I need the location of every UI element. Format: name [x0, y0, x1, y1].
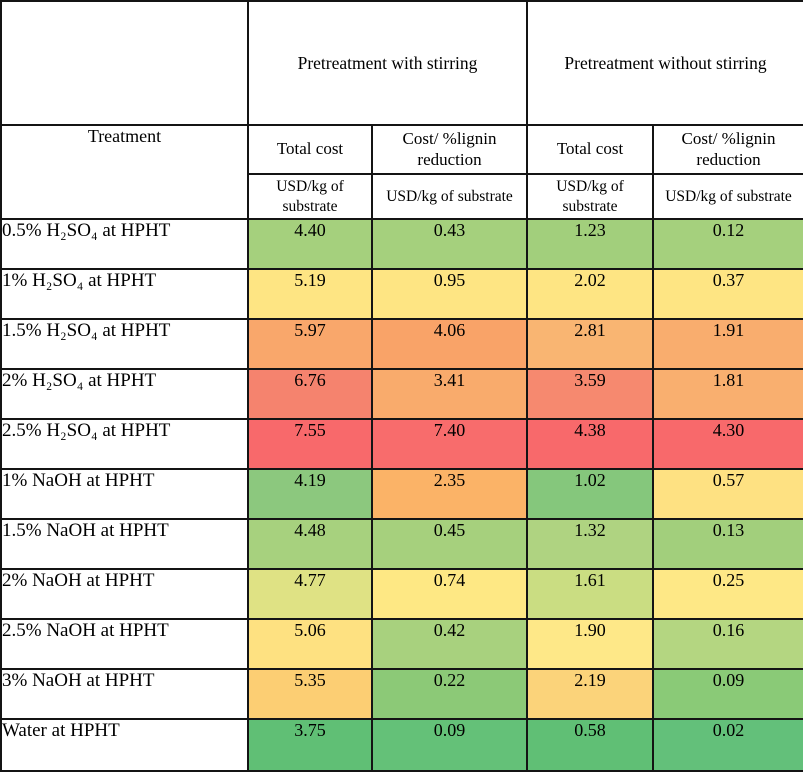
group-header-with-stirring-label: Pretreatment with stirring	[297, 52, 478, 73]
treatment-row-label: 1% H₂SO₄ at HPHT	[0, 268, 249, 320]
cost-cell: 0.16	[652, 618, 803, 670]
cost-cell: 7.55	[247, 418, 373, 470]
table-row: 1% H₂SO₄ at HPHT 5.19 0.95 2.02 0.37	[0, 268, 803, 320]
cost-cell: 0.22	[370, 668, 529, 720]
cost-cell: 5.97	[247, 318, 373, 370]
table-row: 1% NaOH at HPHT 4.19 2.35 1.02 0.57	[0, 468, 803, 520]
cost-cell: 0.45	[370, 518, 529, 570]
treatment-row-label: 2.5% NaOH at HPHT	[0, 618, 249, 670]
cost-cell: 1.23	[526, 218, 655, 270]
cost-cell: 0.95	[370, 268, 529, 320]
treatment-row-label: 2% H₂SO₄ at HPHT	[0, 368, 249, 420]
cost-cell: 1.81	[652, 368, 803, 420]
cost-cell: 0.37	[652, 268, 803, 320]
cost-cell: 0.58	[526, 718, 655, 772]
unit-header-row: USD/kg of substrate USD/kg of substrate …	[1, 173, 803, 220]
unit-header-total-cost-stirring: USD/kg of substrate	[247, 173, 373, 220]
column-header-cost-lignin-stirring: Cost/ %lignin reduction	[370, 124, 529, 175]
cost-cell: 3.59	[526, 368, 655, 420]
table-row: 2% H₂SO₄ at HPHT 6.76 3.41 3.59 1.81	[0, 368, 803, 420]
cost-cell: 0.74	[370, 568, 529, 620]
cost-cell: 4.19	[247, 468, 373, 520]
cost-cell: 1.61	[526, 568, 655, 620]
table-row: Water at HPHT 3.75 0.09 0.58 0.02	[0, 718, 803, 772]
table-row: 1.5% H₂SO₄ at HPHT 5.97 4.06 2.81 1.91	[0, 318, 803, 370]
cost-cell: 6.76	[247, 368, 373, 420]
cost-cell: 4.30	[652, 418, 803, 470]
treatment-row-label: 1.5% H₂SO₄ at HPHT	[0, 318, 249, 370]
table-row: 0.5% H₂SO₄ at HPHT 4.40 0.43 1.23 0.12	[0, 218, 803, 270]
cost-cell: 2.81	[526, 318, 655, 370]
table-row: 3% NaOH at HPHT 5.35 0.22 2.19 0.09	[0, 668, 803, 720]
cost-cell: 4.48	[247, 518, 373, 570]
cost-cell: 3.75	[247, 718, 373, 772]
column-header-treatment: Treatment	[0, 124, 249, 220]
treatment-row-label: 2.5% H₂SO₄ at HPHT	[0, 418, 249, 470]
treatment-row-label: 2% NaOH at HPHT	[0, 568, 249, 620]
table-row: 2.5% H₂SO₄ at HPHT 7.55 7.40 4.38 4.30	[0, 418, 803, 470]
cost-cell: 4.38	[526, 418, 655, 470]
cost-cell: 4.06	[370, 318, 529, 370]
treatment-row-label: 3% NaOH at HPHT	[0, 668, 249, 720]
cost-cell: 5.35	[247, 668, 373, 720]
cost-cell: 5.19	[247, 268, 373, 320]
cost-cell: 0.42	[370, 618, 529, 670]
treatment-row-label: 0.5% H₂SO₄ at HPHT	[0, 218, 249, 270]
group-header-row: Pretreatment with stirring Pretreatment …	[0, 0, 803, 126]
cost-cell: 1.91	[652, 318, 803, 370]
cost-cell: 2.02	[526, 268, 655, 320]
cost-cell: 0.43	[370, 218, 529, 270]
cost-cell: 1.32	[526, 518, 655, 570]
cost-cell: 1.90	[526, 618, 655, 670]
table-row: 2.5% NaOH at HPHT 5.06 0.42 1.90 0.16	[0, 618, 803, 670]
column-header-cost-lignin-no-stirring: Cost/ %lignin reduction	[652, 124, 803, 175]
cost-cell: 3.41	[370, 368, 529, 420]
corner-empty-cell	[0, 0, 249, 126]
cost-cell: 0.57	[652, 468, 803, 520]
cost-cell: 7.40	[370, 418, 529, 470]
treatment-row-label: 1.5% NaOH at HPHT	[0, 518, 249, 570]
cost-cell: 1.02	[526, 468, 655, 520]
cost-cell: 4.40	[247, 218, 373, 270]
cost-cell: 0.25	[652, 568, 803, 620]
cost-cell: 2.35	[370, 468, 529, 520]
column-header-row: Treatment Total cost Cost/ %lignin reduc…	[0, 124, 803, 220]
treatment-row-label: Water at HPHT	[0, 718, 249, 772]
table-row: 2% NaOH at HPHT 4.77 0.74 1.61 0.25	[0, 568, 803, 620]
cost-cell: 2.19	[526, 668, 655, 720]
group-header-with-stirring: Pretreatment with stirring	[246, 0, 529, 126]
group-header-without-stirring-label: Pretreatment without stirring	[564, 53, 767, 73]
treatment-row-label: 1% NaOH at HPHT	[0, 468, 249, 520]
unit-header-total-cost-no-stirring: USD/kg of substrate	[526, 173, 655, 220]
group-header-without-stirring: Pretreatment without stirring	[526, 0, 803, 126]
cost-cell: 5.06	[247, 618, 373, 670]
unit-header-cost-lignin-no-stirring: USD/kg of substrate	[652, 173, 803, 220]
cost-cell: 4.77	[247, 568, 373, 620]
column-header-total-cost-no-stirring: Total cost	[526, 124, 655, 175]
cost-cell: 0.13	[652, 518, 803, 570]
column-header-total-cost-stirring: Total cost	[247, 124, 373, 175]
unit-header-cost-lignin-stirring: USD/kg of substrate	[370, 173, 529, 220]
cost-cell: 0.12	[652, 218, 803, 270]
cost-cell: 0.09	[652, 668, 803, 720]
cost-cell: 0.09	[370, 718, 529, 772]
cost-cell: 0.02	[652, 718, 803, 772]
table-row: 1.5% NaOH at HPHT 4.48 0.45 1.32 0.13	[0, 518, 803, 570]
